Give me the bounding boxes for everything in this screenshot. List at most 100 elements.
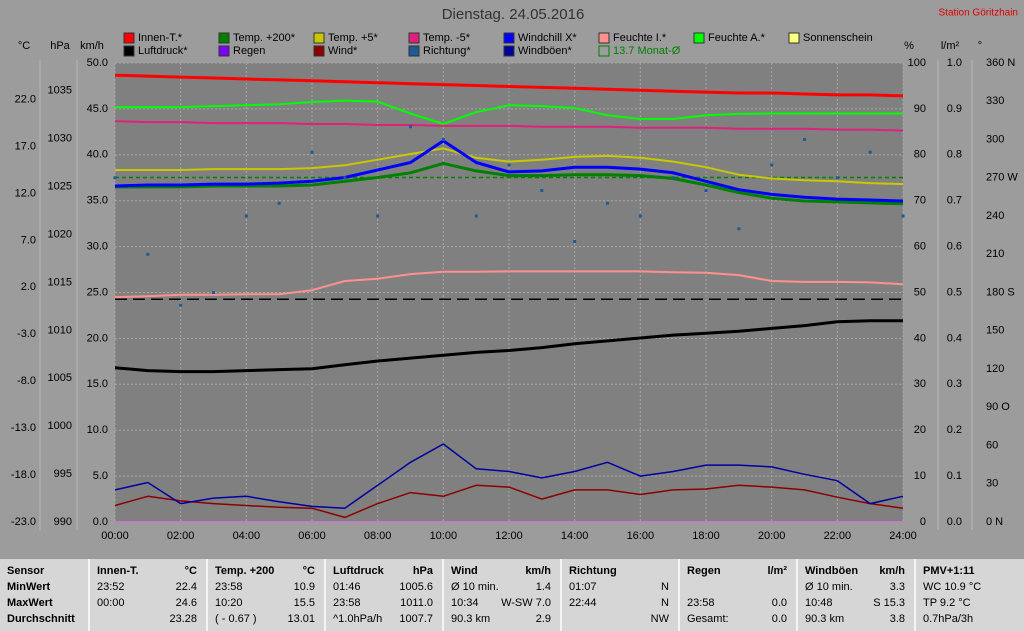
y-tick-label: 40.0 xyxy=(87,149,108,161)
y-tick-label: 20.0 xyxy=(87,332,108,344)
legend-label: Innen-T.* xyxy=(138,32,183,44)
series-line xyxy=(114,270,904,299)
y-tick-label: 25.0 xyxy=(87,286,108,298)
direction-point xyxy=(606,201,609,205)
table-cell: 00:00 xyxy=(97,597,125,609)
table-cell: 13.01 xyxy=(287,613,315,625)
legend-swatch xyxy=(598,32,610,44)
table-cell: Ø 10 min. xyxy=(805,581,853,593)
legend-swatch xyxy=(788,32,800,44)
table-cell: 15.5 xyxy=(293,597,315,609)
y-tick-label: 0.1 xyxy=(947,470,962,482)
table-cell: Regen xyxy=(687,565,721,577)
y-tick-label: 0 xyxy=(920,516,926,528)
table-cell: 1.4 xyxy=(535,581,551,593)
x-tick-label: 12:00 xyxy=(495,530,523,542)
legend-swatch xyxy=(123,45,135,57)
table-cell: 0.0 xyxy=(771,597,787,609)
y-tick-label: 0.4 xyxy=(947,332,962,344)
table-cell: ( - 0.67 ) xyxy=(215,613,257,625)
table-cell: Richtung xyxy=(569,565,617,577)
legend-swatch xyxy=(313,32,325,44)
y-tick-label: 0 N xyxy=(986,516,1003,528)
station-name: Station Göritzhain xyxy=(939,8,1019,19)
table-cell: 10:20 xyxy=(215,597,243,609)
y-tick-label: 22.0 xyxy=(15,94,36,106)
legend-label: Wind* xyxy=(328,45,358,57)
y-tick-label: -8.0 xyxy=(17,375,36,387)
y-tick-label: 180 S xyxy=(986,286,1015,298)
y-tick-label: 210 xyxy=(986,248,1004,260)
series-line xyxy=(114,443,904,509)
table-cell: S 15.3 xyxy=(873,597,905,609)
x-tick-label: 02:00 xyxy=(167,530,195,542)
y-tick-label: 100 xyxy=(908,57,926,69)
legend-label: Richtung* xyxy=(423,45,471,57)
y-tick-label: 990 xyxy=(54,516,72,528)
y-tick-label: 270 W xyxy=(986,172,1018,184)
y-tick-label: 50 xyxy=(914,286,926,298)
y-tick-label: 70 xyxy=(914,195,926,207)
table-column: Sensor MinWert MaxWert Durchschnitt xyxy=(0,559,88,631)
legend-label: Luftdruck* xyxy=(138,45,188,57)
x-tick-label: 14:00 xyxy=(561,530,589,542)
series-line xyxy=(114,120,904,132)
y-tick-label: 90 xyxy=(914,103,926,115)
table-column: Richtung 01:07 N 22:44 N NW xyxy=(560,559,678,631)
x-tick-label: 24:00 xyxy=(889,530,917,542)
table-cell: PMV+1:11 xyxy=(923,565,975,577)
table-cell: 10:34 xyxy=(451,597,479,609)
legend-swatch xyxy=(693,32,705,44)
series-line xyxy=(114,319,903,374)
table-cell: 1011.0 xyxy=(400,597,433,609)
y-tick-label: 0.7 xyxy=(947,195,962,207)
legend-label: Sonnenschein xyxy=(803,32,873,44)
table-cell: ^1.0hPa/h xyxy=(333,613,383,625)
legend-swatch xyxy=(218,45,230,57)
y-tick-label: 20 xyxy=(914,424,926,436)
y-tick-label: 120 xyxy=(986,363,1004,375)
legend-label: Temp. +200* xyxy=(233,32,296,44)
direction-point xyxy=(244,214,248,218)
y-tick-label: 0.8 xyxy=(947,149,962,161)
y-tick-label: 0.3 xyxy=(947,378,962,390)
y-tick-label: 60 xyxy=(914,241,926,253)
y-tick-label: 240 xyxy=(986,210,1004,222)
table-cell: 23:58 xyxy=(687,597,715,609)
stats-table: Sensor MinWert MaxWert Durchschnitt Innen-T.… xyxy=(0,559,1024,631)
y-tick-label: 0.2 xyxy=(947,424,962,436)
x-tick-label: 00:00 xyxy=(101,530,129,542)
table-cell: Temp. +200 xyxy=(215,565,275,577)
y-tick-label: -23.0 xyxy=(11,516,36,528)
direction-point xyxy=(474,214,478,218)
series-line xyxy=(114,139,904,203)
table-cell: 01:46 xyxy=(333,581,361,593)
direction-point xyxy=(901,214,905,218)
table-cell: 3.3 xyxy=(889,581,905,593)
y-tick-label: 2.0 xyxy=(21,281,36,293)
direction-point xyxy=(343,176,347,180)
table-cell: Sensor xyxy=(7,565,45,577)
y-tick-label: 0.0 xyxy=(93,516,108,528)
legend-swatch xyxy=(408,32,420,44)
direction-point xyxy=(212,291,215,294)
direction-point xyxy=(671,176,675,180)
y-tick-label: 1030 xyxy=(48,133,72,145)
direction-point xyxy=(507,163,511,167)
y-tick-label: 30 xyxy=(914,378,926,390)
y-tick-label: 40 xyxy=(914,332,926,344)
table-cell: km/h xyxy=(525,565,551,577)
table-cell: 2.9 xyxy=(535,613,551,625)
table-cell: l/m² xyxy=(767,565,787,577)
table-cell: 1005.6 xyxy=(399,581,433,593)
table-cell: W-SW 7.0 xyxy=(501,597,551,609)
table-cell: 0.7hPa/3h xyxy=(923,613,974,625)
y-tick-label: 50.0 xyxy=(87,57,108,69)
series-line xyxy=(114,484,904,519)
legend-swatch xyxy=(123,32,135,44)
y-tick-label: 1.0 xyxy=(947,57,962,69)
y-tick-label: 10.0 xyxy=(87,424,108,436)
direction-point xyxy=(441,138,445,141)
chart-title: Dienstag. 24.05.2016 xyxy=(442,6,585,23)
